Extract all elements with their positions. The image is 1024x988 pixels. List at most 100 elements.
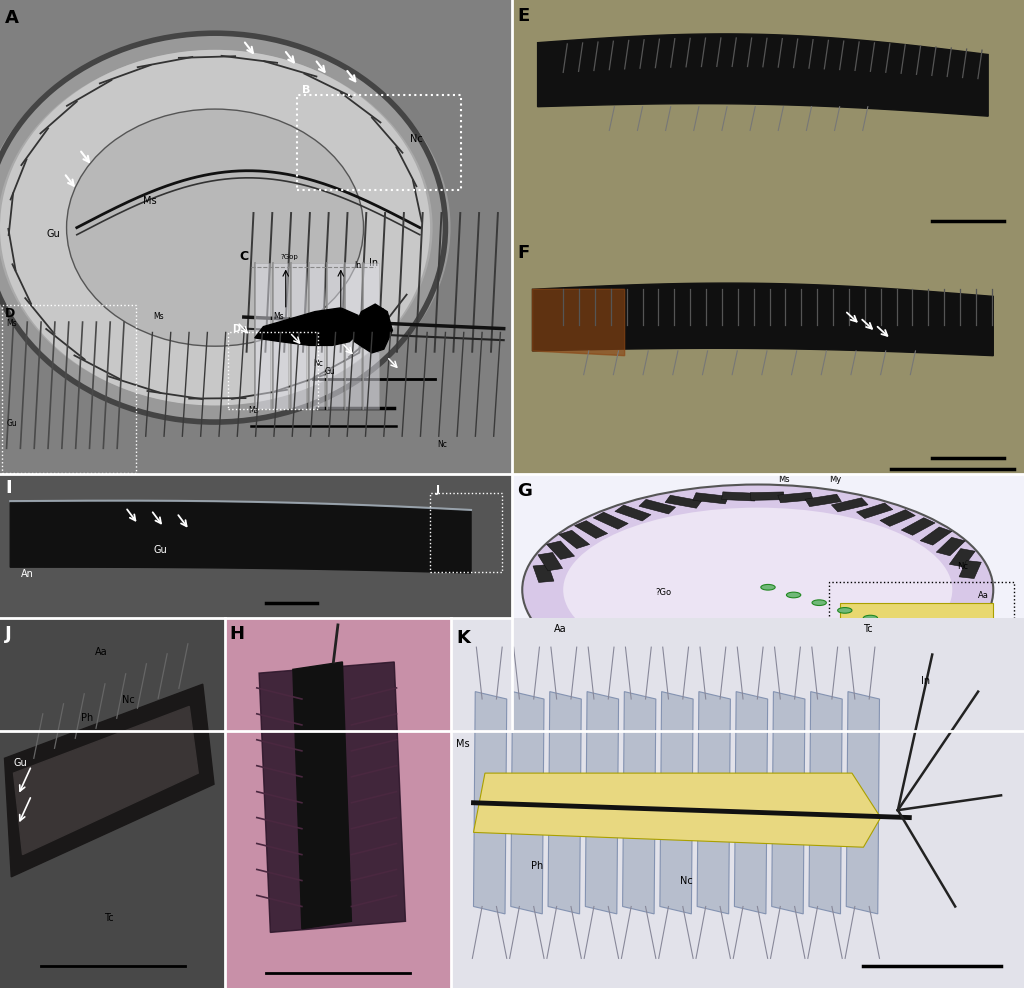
Polygon shape	[512, 0, 1024, 237]
Text: An: An	[20, 569, 34, 579]
Ellipse shape	[67, 109, 364, 346]
Polygon shape	[225, 618, 451, 988]
Text: Tc: Tc	[103, 913, 114, 924]
Polygon shape	[734, 692, 768, 914]
Text: E: E	[517, 7, 529, 25]
Text: I: I	[5, 478, 11, 497]
Polygon shape	[593, 512, 628, 530]
Text: Ms: Ms	[778, 475, 790, 484]
Polygon shape	[255, 263, 270, 409]
Text: D: D	[231, 324, 240, 335]
Text: Aa: Aa	[94, 646, 108, 657]
Text: In: In	[369, 258, 378, 268]
Text: Gu: Gu	[46, 229, 59, 239]
Polygon shape	[697, 692, 730, 914]
Text: Gu: Gu	[942, 621, 954, 630]
Polygon shape	[532, 289, 625, 356]
Polygon shape	[534, 565, 554, 583]
Text: C: C	[240, 250, 249, 263]
Bar	[228, 332, 317, 409]
Polygon shape	[327, 263, 342, 409]
Polygon shape	[512, 237, 1024, 474]
Polygon shape	[548, 692, 582, 914]
Text: K: K	[457, 628, 470, 646]
Text: J: J	[4, 625, 11, 643]
Polygon shape	[856, 503, 893, 519]
Text: Aa: Aa	[978, 591, 989, 600]
Text: H: H	[229, 625, 245, 643]
Text: Ph: Ph	[968, 650, 978, 659]
Text: Ms: Ms	[6, 318, 17, 328]
Polygon shape	[10, 502, 471, 573]
Polygon shape	[639, 499, 676, 514]
Text: Nc: Nc	[313, 359, 324, 369]
Ellipse shape	[838, 608, 852, 614]
Ellipse shape	[812, 600, 826, 606]
Text: Nc: Nc	[122, 695, 134, 704]
Polygon shape	[778, 492, 813, 503]
Polygon shape	[659, 692, 693, 914]
Bar	[430, 493, 502, 572]
Polygon shape	[693, 493, 728, 504]
Text: Ms: Ms	[272, 311, 284, 321]
Polygon shape	[354, 304, 392, 353]
Ellipse shape	[0, 50, 432, 405]
Ellipse shape	[786, 592, 801, 598]
Ellipse shape	[563, 508, 952, 672]
Polygon shape	[959, 560, 981, 579]
Polygon shape	[901, 518, 935, 535]
Text: B: B	[302, 85, 310, 96]
Polygon shape	[451, 618, 1024, 988]
Text: Nc: Nc	[410, 134, 422, 144]
Polygon shape	[559, 531, 590, 548]
Polygon shape	[511, 692, 544, 914]
Polygon shape	[272, 263, 289, 409]
Polygon shape	[345, 263, 360, 409]
Polygon shape	[772, 692, 805, 914]
Text: My: My	[829, 475, 842, 484]
Text: Gu: Gu	[154, 545, 167, 555]
Ellipse shape	[0, 49, 430, 405]
Text: Gu: Gu	[13, 758, 28, 768]
Polygon shape	[473, 692, 507, 914]
Text: Tc: Tc	[379, 308, 386, 317]
Polygon shape	[921, 527, 952, 545]
Ellipse shape	[23, 71, 407, 384]
Polygon shape	[722, 492, 756, 501]
Text: Ph: Ph	[530, 862, 543, 871]
Polygon shape	[0, 474, 512, 618]
Text: Ms: Ms	[143, 196, 157, 206]
Text: Nc: Nc	[957, 562, 969, 571]
Polygon shape	[846, 692, 880, 914]
Text: Ph: Ph	[81, 713, 93, 723]
Text: D: D	[5, 306, 15, 319]
Polygon shape	[615, 505, 651, 521]
Bar	[829, 582, 1014, 680]
Polygon shape	[623, 692, 655, 914]
Text: Nc: Nc	[437, 440, 447, 449]
Polygon shape	[949, 548, 975, 567]
Text: ?Gop: ?Gop	[281, 254, 298, 260]
Polygon shape	[259, 662, 406, 933]
Ellipse shape	[889, 623, 903, 628]
Polygon shape	[309, 263, 325, 409]
Text: ?Go: ?Go	[655, 588, 672, 597]
Bar	[297, 95, 461, 190]
Text: In: In	[354, 262, 361, 271]
Text: A: A	[5, 10, 19, 28]
Text: Gu: Gu	[326, 367, 336, 376]
Polygon shape	[840, 603, 993, 659]
Polygon shape	[805, 494, 842, 507]
Polygon shape	[538, 34, 988, 117]
Polygon shape	[532, 284, 993, 356]
Polygon shape	[4, 685, 214, 877]
Polygon shape	[473, 773, 881, 848]
Polygon shape	[0, 618, 225, 988]
Polygon shape	[293, 662, 351, 929]
Polygon shape	[936, 537, 966, 555]
Text: Aa: Aa	[554, 624, 566, 634]
Polygon shape	[547, 541, 574, 559]
Polygon shape	[364, 263, 379, 409]
Ellipse shape	[0, 36, 451, 420]
Polygon shape	[831, 498, 868, 512]
